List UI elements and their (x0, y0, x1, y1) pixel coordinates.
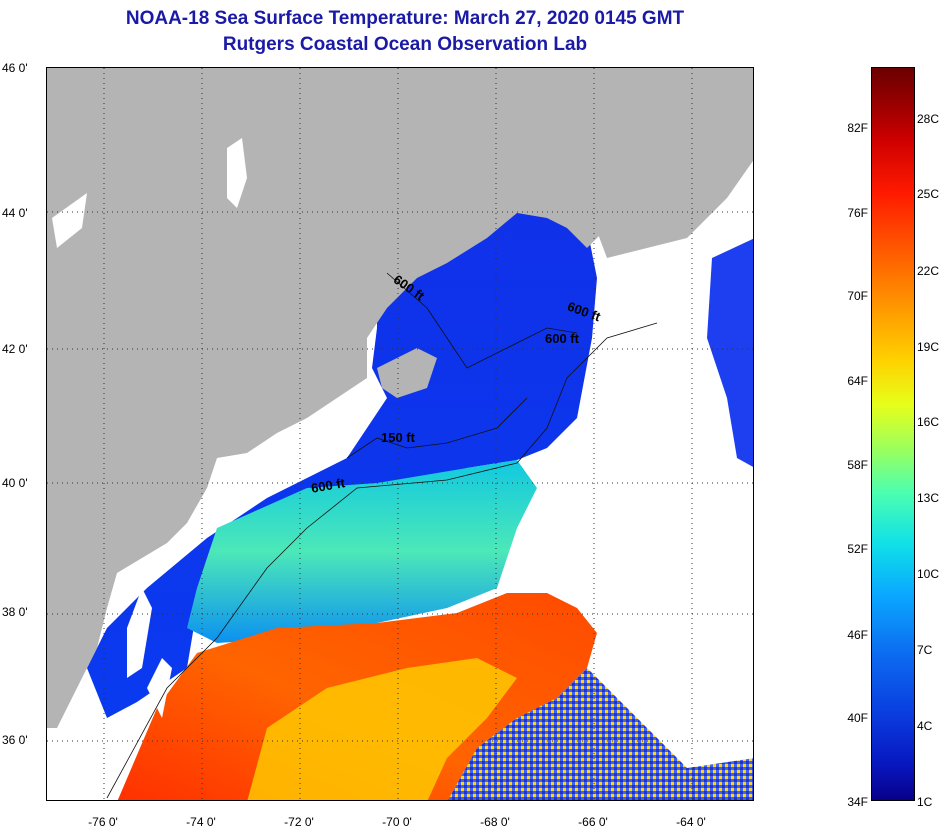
colorbar-f-label: 76F (847, 206, 868, 220)
isobath-label: 600 ft (545, 331, 579, 346)
isobath-label: 150 ft (381, 430, 415, 445)
sst-map-image (47, 68, 753, 800)
slope-water (187, 460, 537, 643)
lon-label-68: -68 0' (480, 815, 510, 829)
lat-label-40: 40 0' (2, 476, 28, 490)
colorbar-f-label: 58F (847, 458, 868, 472)
gulf-stream-core (247, 658, 517, 800)
lake (127, 588, 152, 678)
lon-label-74: -74 0' (186, 815, 216, 829)
colorbar-c-label: 10C (917, 567, 940, 581)
temperature-colorbar (871, 67, 915, 801)
lon-label-72: -72 0' (284, 815, 314, 829)
colorbar-c-label: 19C (917, 340, 940, 354)
lat-label-44: 44 0' (2, 206, 28, 220)
offshore-eddies (448, 668, 753, 800)
lat-label-38: 38 0' (2, 605, 28, 619)
colorbar-c-label: 28C (917, 112, 940, 126)
lat-label-42: 42 0' (2, 342, 28, 356)
colorbar-c-label: 13C (917, 491, 940, 505)
colorbar-f-label: 34F (847, 795, 868, 809)
nova-scotia-patch (707, 238, 753, 467)
colorbar-f-label: 46F (847, 628, 868, 642)
colorbar-f-label: 82F (847, 121, 868, 135)
lat-label-46: 46 0' (2, 61, 28, 75)
colorbar-f-label: 40F (847, 711, 868, 725)
map-title: NOAA-18 Sea Surface Temperature: March 2… (125, 8, 685, 29)
lake (227, 138, 247, 208)
lon-label-70: -70 0' (382, 815, 412, 829)
colorbar-c-label: 22C (917, 264, 940, 278)
lake (52, 193, 87, 248)
colorbar-c-label: 7C (917, 643, 933, 657)
land-mainland (47, 68, 753, 728)
colorbar-c-label: 25C (917, 187, 940, 201)
colorbar-c-label: 1C (917, 795, 933, 809)
lon-label-64: -64 0' (676, 815, 706, 829)
colorbar-f-label: 52F (847, 542, 868, 556)
lake (147, 658, 172, 718)
lat-label-36: 36 0' (2, 733, 28, 747)
colorbar-f-label: 64F (847, 374, 868, 388)
lon-label-66: -66 0' (578, 815, 608, 829)
map-subtitle: Rutgers Coastal Ocean Observation Lab (222, 34, 588, 55)
colorbar-c-label: 16C (917, 415, 940, 429)
colorbar-c-label: 4C (917, 719, 933, 733)
colorbar-f-label: 70F (847, 289, 868, 303)
isobaths (106, 272, 658, 799)
graticule (47, 68, 753, 800)
land-cape-cod (377, 348, 437, 398)
sst-map: 600 ft 600 ft 600 ft 150 ft 600 ft (46, 67, 754, 801)
land-nova-scotia (587, 98, 753, 258)
lon-label-76: -76 0' (88, 815, 118, 829)
